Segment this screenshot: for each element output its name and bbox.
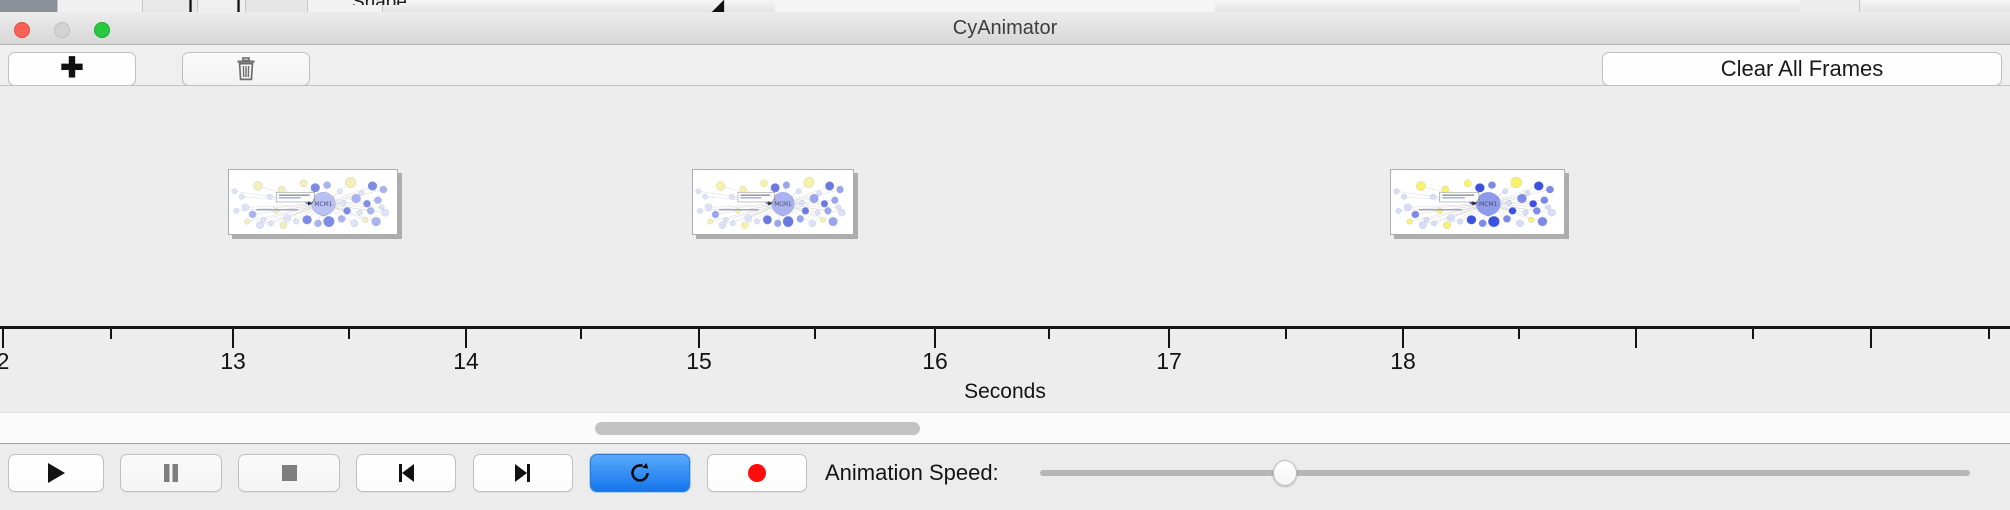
- minimize-button[interactable]: [54, 22, 70, 38]
- ruler-tick: [110, 329, 112, 339]
- close-button[interactable]: [14, 22, 30, 38]
- pause-button[interactable]: [120, 454, 222, 492]
- toolbar: ✚ Clear All Frames: [0, 45, 2010, 86]
- clear-all-frames-button[interactable]: Clear All Frames: [1602, 52, 2002, 86]
- ruler-tick: [1635, 329, 1637, 348]
- ruler-tick-label: 16: [922, 348, 948, 374]
- ruler-tick: [2, 329, 4, 348]
- trash-icon: [237, 57, 255, 81]
- skip-backward-icon: [395, 461, 417, 485]
- ruler-tick-label: 13: [220, 348, 246, 374]
- add-frame-button[interactable]: ✚: [8, 52, 136, 86]
- ruler-baseline: [0, 326, 2010, 329]
- loop-icon: [627, 460, 653, 486]
- timeline-ruler: 2 13 14 15 16 17 18: [0, 326, 2010, 386]
- background-glyph-3: ◢: [710, 0, 724, 13]
- skip-forward-icon: [512, 461, 534, 485]
- loop-button[interactable]: [590, 454, 690, 492]
- ruler-tick: [348, 329, 350, 339]
- animation-speed-slider-thumb[interactable]: [1273, 460, 1297, 486]
- stop-button[interactable]: [238, 454, 340, 492]
- skip-to-end-button[interactable]: [473, 454, 573, 492]
- background-window-strip: | | ◢ Shape: [0, 0, 2010, 13]
- ruler-tick: [934, 329, 936, 348]
- background-seg-1: [58, 0, 143, 12]
- ruler-tick-label: 17: [1156, 348, 1182, 374]
- clear-all-frames-label: Clear All Frames: [1720, 56, 1884, 81]
- animation-speed-label: Animation Speed:: [825, 460, 999, 485]
- timeline-scrollbar[interactable]: [0, 412, 2010, 444]
- ruler-tick: [465, 329, 467, 348]
- ruler-tick: [1048, 329, 1050, 339]
- svg-text:MCM1: MCM1: [774, 202, 792, 208]
- stop-icon: [278, 461, 300, 485]
- ruler-tick: [1518, 329, 1520, 339]
- delete-frame-button[interactable]: [182, 52, 310, 86]
- title-bar: CyAnimator: [0, 12, 2010, 45]
- scrollbar-thumb[interactable]: [595, 422, 920, 435]
- ruler-tick: [580, 329, 582, 339]
- background-seg-5: [308, 0, 383, 12]
- ruler-tick-label: 15: [686, 348, 712, 374]
- background-tab-active: [0, 0, 58, 12]
- window-title: CyAnimator: [952, 17, 1058, 39]
- ruler-tick: [1870, 329, 1872, 348]
- background-seg-6: [775, 0, 1215, 12]
- animation-speed-slider[interactable]: [1040, 470, 1970, 476]
- timeline-panel[interactable]: MCM1 MCM1 MCM1 2 13 14 15 16 17 18: [0, 86, 2010, 412]
- record-icon: [745, 461, 769, 485]
- ruler-tick: [814, 329, 816, 339]
- keyframe-3[interactable]: MCM1: [1390, 169, 1565, 235]
- background-seg-4: [246, 0, 308, 12]
- background-seg-3: [198, 0, 246, 12]
- ruler-tick: [1988, 329, 1990, 339]
- ruler-tick-label: 14: [453, 348, 479, 374]
- record-button[interactable]: [707, 454, 807, 492]
- plus-icon: ✚: [60, 52, 84, 83]
- background-seg-7: [1800, 0, 1860, 12]
- keyframe-1[interactable]: MCM1: [228, 169, 398, 235]
- ruler-tick: [698, 329, 700, 348]
- play-icon: [45, 461, 67, 485]
- svg-text:MCM1: MCM1: [314, 202, 332, 208]
- ruler-tick: [232, 329, 234, 348]
- keyframe-2[interactable]: MCM1: [692, 169, 854, 235]
- background-window-label: Shape: [352, 0, 407, 5]
- background-seg-2: [143, 0, 198, 12]
- maximize-button[interactable]: [94, 22, 110, 38]
- ruler-tick: [1168, 329, 1170, 348]
- svg-text:MCM1: MCM1: [1479, 202, 1498, 208]
- ruler-tick-label: 18: [1390, 348, 1416, 374]
- axis-title: Seconds: [964, 380, 1046, 403]
- ruler-tick: [1752, 329, 1754, 339]
- playback-controls: Animation Speed:: [0, 444, 2010, 510]
- background-glyph-1: |: [188, 0, 194, 13]
- ruler-tick-label: 2: [0, 348, 10, 374]
- pause-icon: [160, 461, 182, 485]
- ruler-tick: [1285, 329, 1287, 339]
- ruler-tick: [1402, 329, 1404, 348]
- play-button[interactable]: [8, 454, 104, 492]
- skip-to-start-button[interactable]: [356, 454, 456, 492]
- background-glyph-2: |: [236, 0, 242, 13]
